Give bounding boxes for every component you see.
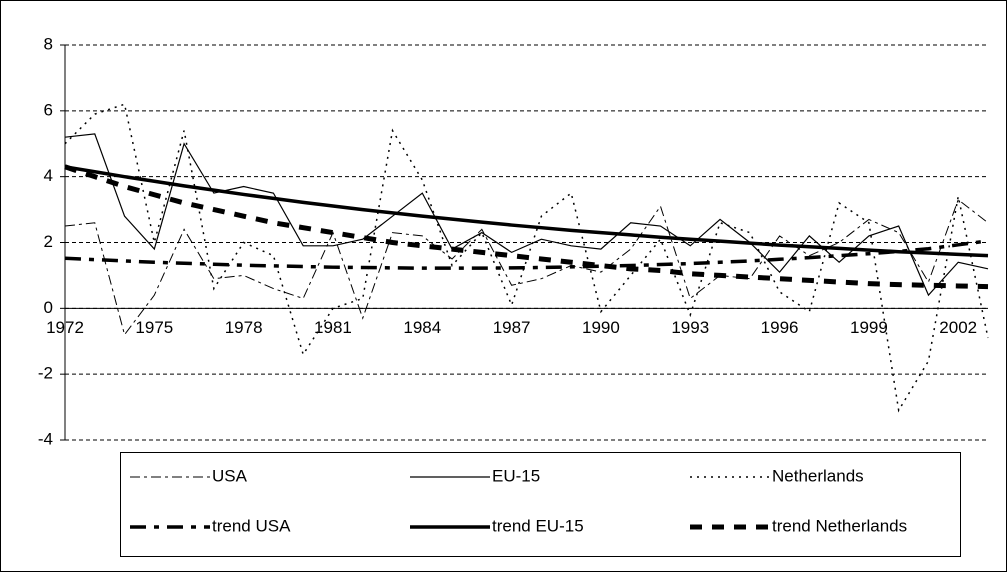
x-tick-label: 1978 [225, 318, 263, 337]
x-tick-label: 1993 [671, 318, 709, 337]
x-tick-label: 1984 [403, 318, 441, 337]
x-tick-label: 1972 [46, 318, 84, 337]
y-tick-label: 0 [44, 298, 53, 317]
y-tick-label: -4 [38, 429, 53, 448]
legend-label: USA [212, 466, 248, 485]
series-line [64, 239, 989, 270]
y-tick-label: 8 [44, 34, 53, 53]
legend-label: trend Netherlands [772, 516, 907, 535]
x-tick-label: 1990 [582, 318, 620, 337]
legend-label: Netherlands [772, 466, 864, 485]
y-tick-label: 4 [44, 166, 53, 185]
y-tick-label: 2 [44, 232, 53, 251]
legend-box [120, 452, 961, 557]
x-tick-label: 1996 [761, 318, 799, 337]
y-tick-label: 6 [44, 100, 53, 119]
x-tick-label: 1975 [135, 318, 173, 337]
series-line [64, 164, 989, 290]
legend-label: trend EU-15 [492, 516, 584, 535]
x-tick-label: 1981 [314, 318, 352, 337]
x-tick-label: 1987 [493, 318, 531, 337]
legend-label: trend USA [212, 516, 291, 535]
x-tick-label: 2002 [939, 318, 977, 337]
series-line [64, 198, 989, 336]
series-line [64, 165, 989, 258]
legend-label: EU-15 [492, 466, 540, 485]
y-tick-label: -2 [38, 364, 53, 383]
x-tick-label: 1999 [850, 318, 888, 337]
